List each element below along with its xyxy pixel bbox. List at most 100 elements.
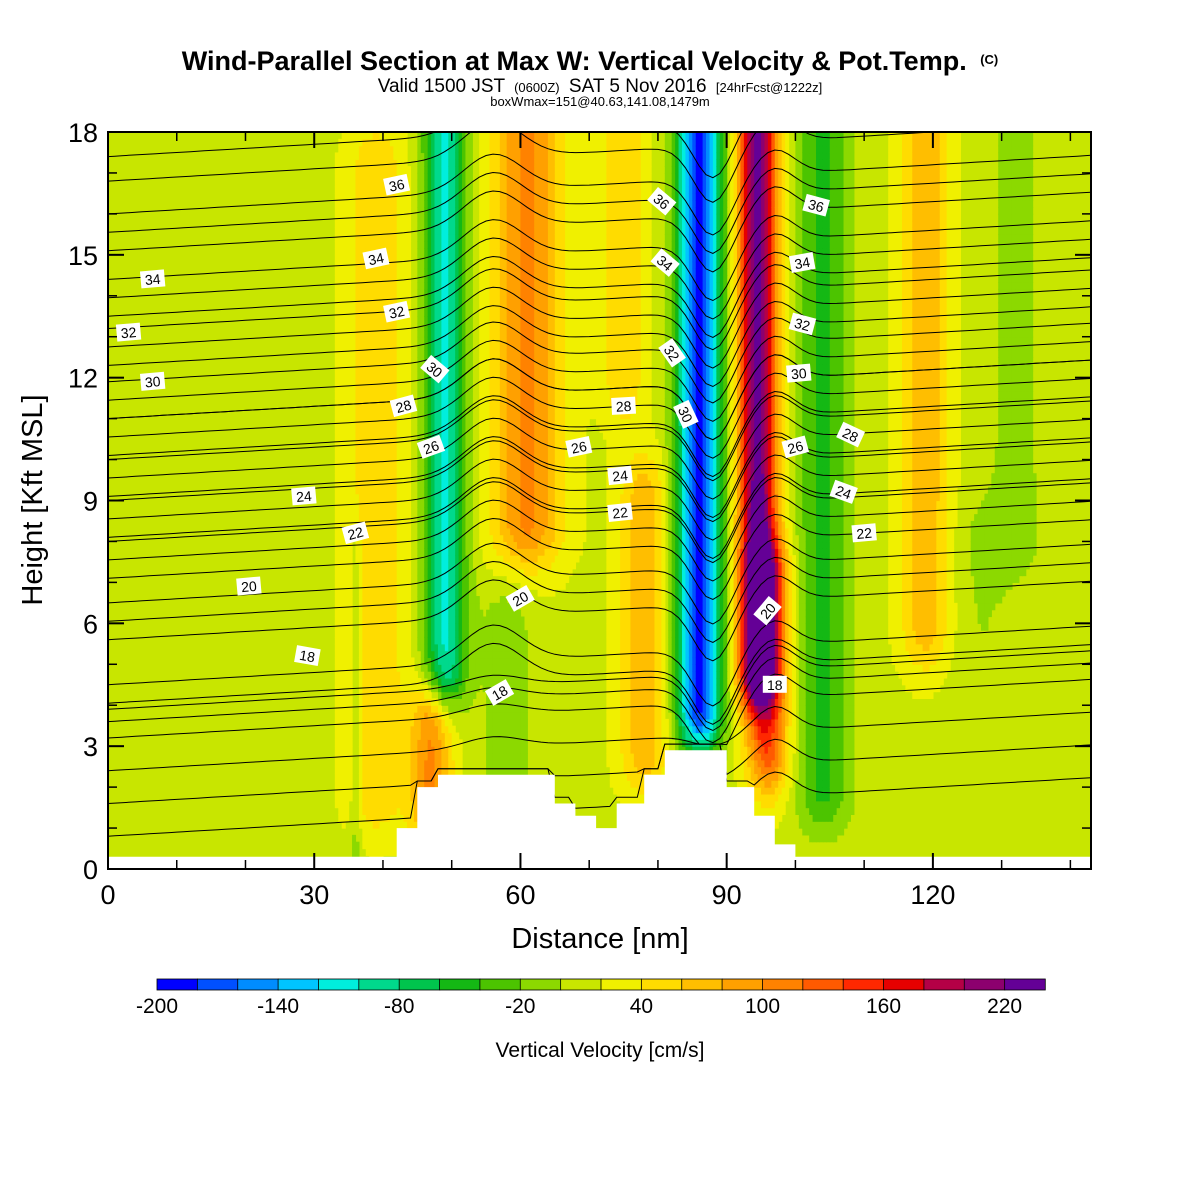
w-cell [410, 752, 415, 761]
w-cell [489, 514, 494, 522]
w-cell [403, 793, 408, 802]
w-cell [427, 555, 432, 563]
w-cell [465, 582, 470, 590]
w-cell [448, 309, 453, 317]
w-cell [403, 582, 408, 590]
w-cell [424, 459, 429, 467]
w-cell [348, 780, 353, 788]
w-cell [372, 200, 377, 208]
w-cell [448, 746, 453, 754]
w-cell [441, 691, 446, 699]
w-cell [458, 664, 463, 672]
w-cell [458, 254, 463, 263]
w-cell [496, 514, 501, 522]
w-cell [369, 582, 374, 590]
w-cell [475, 677, 480, 686]
w-cell [355, 138, 360, 147]
w-cell [499, 179, 504, 188]
w-cell [434, 282, 439, 290]
w-cell [362, 712, 367, 720]
w-cell [434, 493, 439, 502]
chart-box-info: boxWmax=151@40.63,141.08,1479m [490, 94, 710, 109]
w-cell [489, 555, 494, 563]
w-cell [355, 275, 360, 283]
w-cell [437, 152, 442, 160]
w-cell [389, 705, 394, 713]
w-cell [386, 636, 391, 645]
w-cell [431, 596, 436, 604]
w-cell [403, 288, 408, 297]
w-cell [376, 138, 381, 147]
w-cell [420, 432, 425, 440]
w-cell [434, 548, 439, 556]
w-cell [334, 780, 339, 788]
w-cell [352, 411, 357, 420]
w-cell [451, 343, 456, 351]
w-cell [338, 275, 343, 283]
w-cell [386, 841, 391, 850]
w-cell [499, 718, 504, 727]
w-cell [389, 138, 394, 147]
w-cell [352, 473, 357, 481]
w-cell [365, 534, 370, 543]
w-cell [365, 480, 370, 488]
title-suffix: (C) [980, 52, 998, 67]
w-cell [382, 432, 388, 440]
w-cell [396, 541, 401, 549]
w-cell [448, 329, 453, 338]
w-cell [372, 493, 377, 502]
w-cell [393, 480, 398, 488]
w-cell [455, 657, 460, 665]
w-cell [486, 643, 491, 652]
w-cell [420, 712, 425, 720]
w-cell [372, 329, 377, 338]
w-cell [376, 241, 381, 249]
w-cell [403, 705, 408, 713]
w-cell [407, 582, 412, 590]
w-cell [448, 179, 453, 188]
w-cell [417, 480, 422, 488]
w-cell [489, 288, 494, 297]
w-cell [437, 404, 442, 413]
w-cell [393, 821, 398, 829]
w-cell [352, 227, 357, 235]
w-cell [496, 452, 501, 461]
w-cell [365, 186, 370, 195]
w-cell [358, 561, 363, 570]
w-cell [489, 746, 494, 754]
w-cell [393, 473, 398, 481]
w-cell [369, 739, 374, 747]
w-cell [434, 309, 439, 317]
w-cell [451, 473, 456, 481]
w-cell [489, 220, 494, 229]
w-cell [369, 848, 374, 856]
w-cell [482, 411, 487, 420]
w-cell [513, 241, 518, 249]
w-cell [358, 336, 363, 345]
w-cell [510, 329, 515, 338]
w-cell [396, 596, 401, 604]
w-cell [376, 746, 381, 754]
w-cell [513, 705, 518, 713]
w-cell [458, 172, 463, 181]
w-cell [413, 800, 418, 809]
w-cell [362, 575, 367, 583]
w-cell [386, 766, 391, 775]
w-cell [441, 234, 446, 242]
w-cell [358, 705, 363, 713]
w-cell [427, 677, 432, 686]
w-cell [358, 800, 363, 809]
w-cell [365, 725, 370, 734]
w-cell [510, 705, 515, 713]
w-cell [417, 582, 422, 590]
w-cell [427, 602, 432, 611]
w-cell [369, 213, 374, 222]
w-cell [444, 254, 449, 263]
w-cell [386, 684, 391, 693]
w-cell [465, 630, 470, 638]
w-cell [372, 752, 377, 761]
w-cell [338, 643, 343, 652]
w-cell [496, 568, 501, 577]
w-cell [479, 282, 484, 290]
w-cell [468, 268, 473, 276]
